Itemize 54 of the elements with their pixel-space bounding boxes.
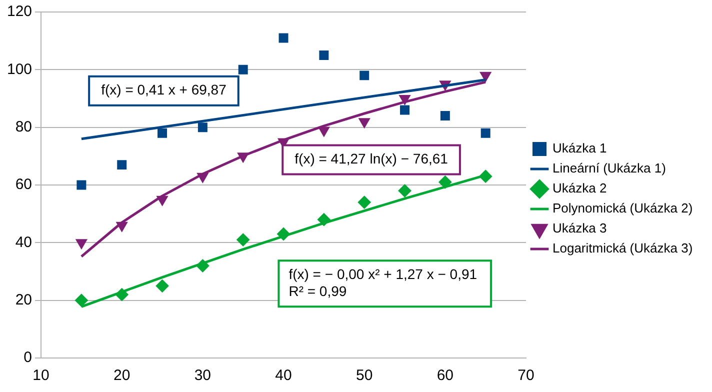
y-tick-label: 0 <box>24 349 32 366</box>
point <box>196 259 210 272</box>
legend-label: Polynomická (Ukázka 2) <box>552 200 693 216</box>
point <box>158 128 168 138</box>
legend-label: Ukázka 1 <box>552 140 607 156</box>
point <box>236 233 250 246</box>
point <box>358 196 371 209</box>
point <box>479 170 492 183</box>
x-tick-label: 70 <box>518 367 534 384</box>
point <box>198 122 208 132</box>
point <box>156 279 169 292</box>
point <box>277 228 290 241</box>
x-tick-label: 20 <box>114 367 130 384</box>
x-tick-label: 40 <box>275 367 292 384</box>
point <box>480 72 492 82</box>
annotation: f(x) = − 0,00 x² + 1,27 x − 0,91 R² = 0,99 <box>288 266 478 299</box>
x-tick-label: 60 <box>436 367 454 384</box>
point <box>319 50 329 60</box>
y-tick-label: 20 <box>15 291 32 308</box>
point <box>76 239 88 250</box>
x-tick-label: 30 <box>194 367 212 384</box>
point <box>318 126 330 137</box>
point <box>317 213 330 226</box>
point <box>116 222 128 232</box>
point <box>358 118 370 128</box>
point <box>76 180 86 190</box>
x-tick-label: 50 <box>356 367 373 384</box>
point <box>440 111 450 121</box>
point <box>196 172 208 183</box>
point <box>74 294 88 307</box>
point <box>115 288 128 302</box>
point <box>278 33 288 43</box>
point <box>156 196 168 206</box>
point <box>237 152 249 163</box>
y-tick-label: 120 <box>6 3 32 20</box>
legend-label: Ukázka 2 <box>552 180 607 196</box>
legend-label: Ukázka 3 <box>552 220 607 236</box>
y-tick-label: 80 <box>15 118 32 136</box>
point <box>117 160 127 170</box>
point <box>400 105 410 115</box>
point <box>238 64 248 74</box>
legend-label: Logaritmická (Ukázka 3) <box>552 240 693 256</box>
point <box>399 95 410 105</box>
point <box>438 176 452 189</box>
point <box>480 128 490 138</box>
y-tick-label: 40 <box>15 234 32 251</box>
point <box>360 70 370 80</box>
y-tick-label: 60 <box>15 176 32 194</box>
annotation: f(x) = 41,27 ln(x) − 76,61 <box>294 150 448 167</box>
y-tick-label: 100 <box>6 60 32 78</box>
point <box>398 184 412 198</box>
annotation: f(x) = 0,41 x + 69,87 <box>101 82 227 98</box>
x-tick-label: 10 <box>32 367 50 384</box>
legend-label: Lineární (Ukázka 1) <box>552 160 666 176</box>
